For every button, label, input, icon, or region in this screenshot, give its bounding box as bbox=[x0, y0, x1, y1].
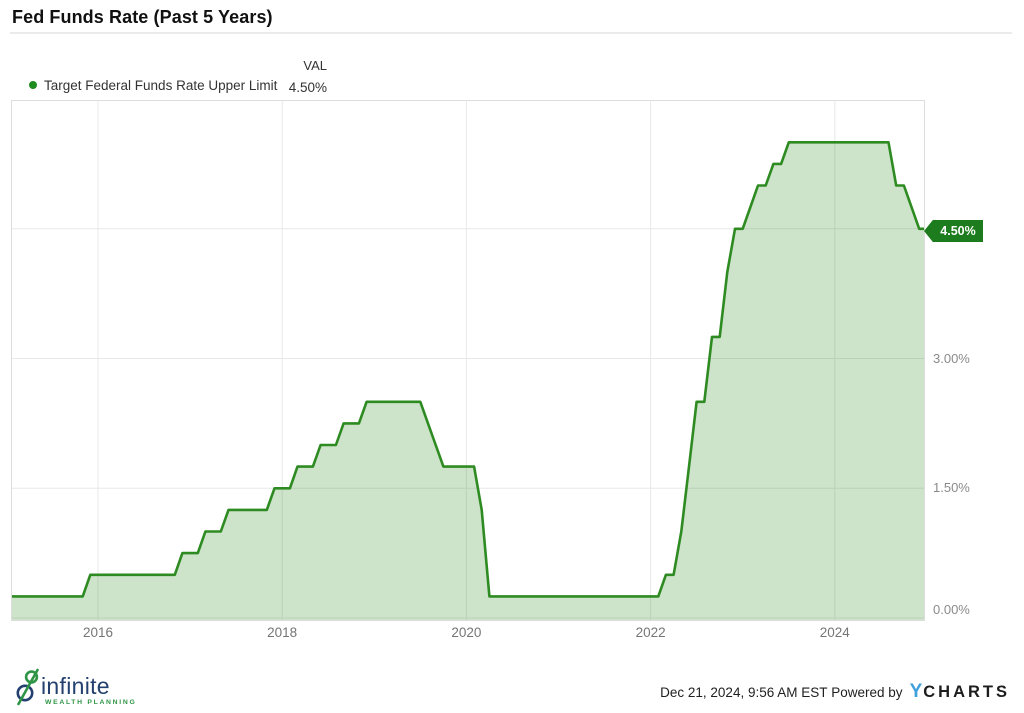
y-axis-tick-0.00%: 0.00% bbox=[933, 602, 970, 617]
powered-by-text: Powered by bbox=[831, 685, 903, 700]
ycharts-y-glyph: Y bbox=[909, 681, 924, 702]
timestamp: Dec 21, 2024, 9:56 AM EST bbox=[660, 685, 828, 700]
legend-series-label: Target Federal Funds Rate Upper Limit bbox=[44, 78, 278, 93]
page-title: Fed Funds Rate (Past 5 Years) bbox=[12, 7, 273, 27]
ycharts-logo: Y CHARTS bbox=[910, 681, 1010, 703]
x-axis-tick-2022: 2022 bbox=[635, 625, 666, 640]
infinite-dollar-infinity-icon bbox=[16, 668, 39, 706]
current-value-badge: 4.50% bbox=[924, 220, 983, 242]
current-value-label: 4.50% bbox=[940, 224, 976, 238]
legend-val-header: VAL bbox=[303, 58, 327, 73]
plot-area[interactable] bbox=[11, 100, 925, 621]
legend-val-column: VAL 4.50% bbox=[240, 58, 327, 95]
infinite-logo-subtext: WEALTH PLANNING bbox=[45, 699, 137, 706]
y-axis-tick-3.00%: 3.00% bbox=[933, 350, 970, 366]
x-axis-tick-2020: 2020 bbox=[451, 625, 482, 640]
fed-funds-area-chart bbox=[12, 101, 924, 620]
y-axis-tick-1.50%: 1.50% bbox=[933, 480, 970, 496]
legend-dot-icon bbox=[29, 81, 37, 89]
x-axis-tick-2024: 2024 bbox=[819, 625, 850, 640]
ycharts-wordmark: CHARTS bbox=[923, 683, 1010, 701]
infinite-logo-wordmark: infinite bbox=[41, 673, 110, 699]
footer-attribution: Dec 21, 2024, 9:56 AM EST Powered by Y CH… bbox=[660, 681, 1010, 705]
infinite-logo: infinite WEALTH PLANNING bbox=[12, 666, 192, 710]
x-axis-tick-2016: 2016 bbox=[82, 625, 114, 640]
legend-val-value: 4.50% bbox=[288, 80, 327, 95]
title-divider bbox=[10, 32, 1012, 34]
x-axis-tick-2018: 2018 bbox=[267, 625, 298, 640]
